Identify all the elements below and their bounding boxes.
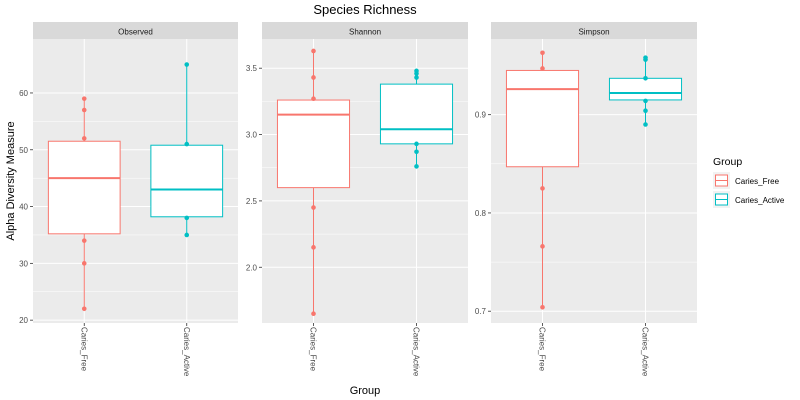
data-point: [311, 205, 316, 210]
data-point: [81, 261, 87, 266]
box-iqr: [505, 69, 580, 168]
data-point: [81, 136, 87, 141]
legend-title: Group: [713, 156, 742, 168]
facet-panel-shannon: Shannon 2.0 2.5 3.0 3.5 Caries_Free Caries_Act…: [246, 22, 468, 377]
facet-strip-label: Shannon: [349, 28, 381, 37]
box-caries-free: [276, 48, 351, 317]
box-caries-active: [150, 62, 224, 238]
data-point: [184, 62, 190, 67]
data-point: [81, 107, 87, 113]
data-point: [311, 245, 316, 250]
x-axis-title: Group: [350, 385, 381, 397]
data-point: [81, 96, 87, 101]
facet-panel-simpson: Simpson 0.7 0.8 0.9 Caries_Free Caries_Active: [475, 22, 697, 377]
data-point: [311, 48, 316, 54]
data-point: [540, 304, 545, 310]
facet-panel-observed: Observed 20 30 40 50 60 Caries_Free Caries_Acti…: [19, 22, 238, 377]
y-tick-label: 40: [19, 203, 28, 212]
facet-strip: [33, 22, 238, 39]
data-point: [184, 215, 190, 221]
data-point: [540, 50, 545, 56]
data-point: [643, 122, 648, 127]
x-tick-label: Caries_Active: [641, 327, 650, 377]
data-point: [414, 68, 419, 74]
facet-strip-label: Observed: [118, 28, 153, 37]
data-point: [540, 244, 545, 249]
data-point: [414, 164, 419, 169]
x-tick-label: Caries_Free: [538, 327, 547, 372]
y-tick-label: 3.5: [246, 64, 258, 73]
data-point: [311, 311, 316, 317]
data-point: [184, 141, 190, 147]
x-tick-label: Caries_Active: [412, 327, 421, 377]
data-point: [414, 141, 419, 147]
data-point: [311, 96, 316, 102]
data-point: [540, 66, 545, 71]
data-point: [81, 306, 87, 312]
y-tick-label: 20: [19, 316, 28, 325]
box-caries-active: [379, 68, 454, 169]
data-point: [414, 149, 419, 155]
data-point: [643, 108, 648, 114]
legend-item-caries-free: Caries_Free: [713, 172, 780, 189]
x-tick-label: Caries_Free: [309, 327, 318, 372]
legend: Group Caries_Free Caries_Active: [713, 156, 785, 208]
facet-panels: Observed 20 30 40 50 60 Caries_Free Caries_Acti…: [19, 22, 697, 377]
y-tick-label: 2.0: [246, 263, 258, 272]
box-caries-free: [47, 96, 121, 312]
y-tick-label: 60: [19, 89, 28, 98]
chart-title: Species Richness: [313, 2, 417, 17]
y-tick-label: 0.8: [475, 209, 487, 218]
data-point: [311, 75, 316, 80]
y-axis-title: Alpha Diversity Measure: [5, 121, 17, 240]
legend-label: Caries_Active: [735, 196, 785, 205]
data-point: [184, 232, 190, 238]
data-point: [81, 238, 87, 243]
facet-strip-label: Simpson: [578, 28, 609, 37]
data-point: [540, 186, 545, 191]
data-point: [414, 75, 419, 80]
box-iqr: [276, 99, 351, 189]
data-point: [643, 55, 648, 60]
box-iqr: [608, 77, 683, 101]
y-tick-label: 50: [19, 146, 28, 155]
box-iqr: [47, 140, 121, 235]
x-tick-label: Caries_Free: [79, 327, 88, 372]
y-tick-label: 0.9: [475, 111, 487, 120]
data-point: [643, 76, 648, 81]
facet-strip: [262, 22, 468, 39]
box-caries-active: [608, 55, 683, 127]
y-tick-label: 3.0: [246, 131, 258, 140]
box-iqr: [379, 83, 454, 145]
data-point: [643, 98, 648, 104]
box-iqr: [150, 144, 224, 218]
legend-item-caries-active: Caries_Active: [713, 191, 785, 208]
legend-label: Caries_Free: [735, 177, 780, 186]
facet-strip: [491, 22, 697, 39]
y-tick-label: 0.7: [475, 307, 487, 316]
y-tick-label: 2.5: [246, 197, 258, 206]
y-tick-label: 30: [19, 259, 28, 268]
box-caries-free: [505, 50, 580, 310]
x-tick-label: Caries_Active: [182, 327, 191, 377]
